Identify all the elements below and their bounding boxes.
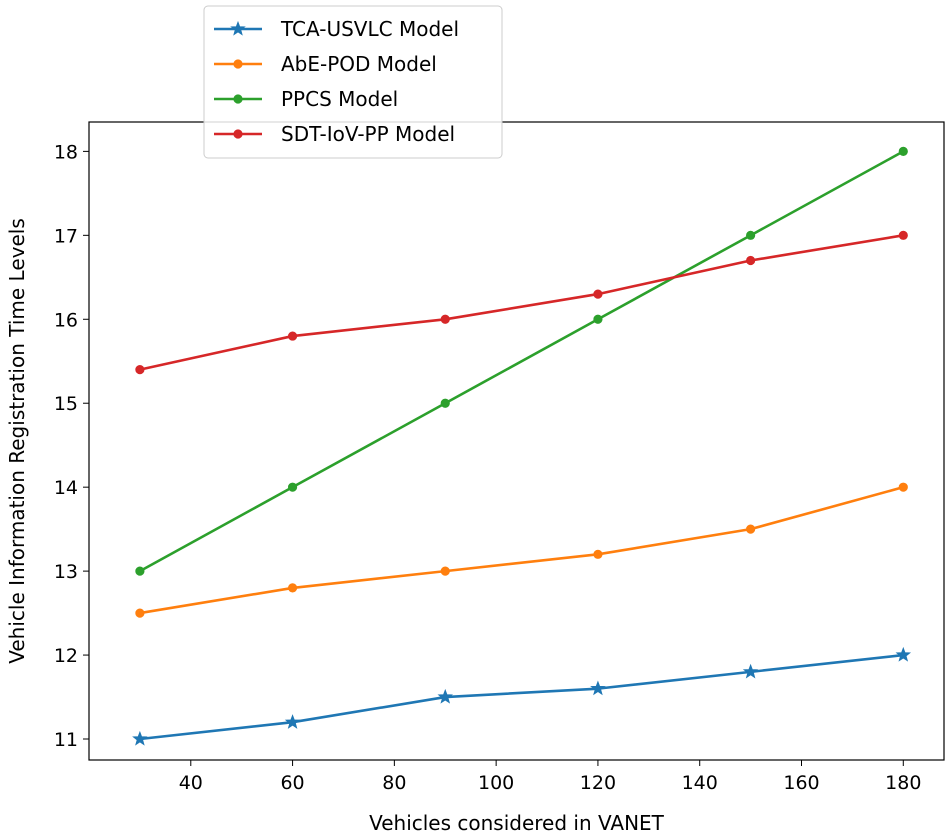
legend-swatch-marker: [230, 20, 246, 36]
data-point: [287, 331, 298, 341]
legend: TCA-USVLC Model AbE-POD Model PPCS Model SD…: [203, 5, 503, 159]
legend-swatch-marker: [233, 129, 243, 139]
data-point: [440, 566, 450, 576]
data-point: [746, 230, 756, 240]
data-point: [437, 688, 453, 704]
legend-label: TCA-USVLC Model: [280, 17, 459, 41]
x-tick-label: 160: [783, 772, 819, 794]
data-point: [746, 524, 756, 534]
legend-swatch-marker: [233, 59, 243, 69]
data-point: [742, 663, 759, 679]
data-point: [593, 549, 603, 559]
x-tick-label: 80: [382, 772, 406, 794]
x-tick-label: 100: [478, 772, 514, 794]
series-tca-usvlc-model: [132, 646, 912, 746]
series-sdt-iov-pp-model: [135, 230, 908, 375]
y-tick-label: 17: [54, 225, 78, 247]
data-point: [593, 289, 603, 299]
y-tick-label: 15: [54, 393, 78, 415]
data-point: [135, 608, 145, 618]
data-point: [132, 730, 148, 746]
data-point: [287, 583, 298, 593]
data-point: [898, 230, 908, 240]
data-point: [590, 680, 606, 696]
data-point: [440, 314, 450, 324]
legend-swatch-marker: [233, 94, 243, 104]
data-point: [287, 482, 298, 492]
x-axis-label: Vehicles considered in VANET: [369, 811, 665, 835]
legend-box: [203, 5, 503, 159]
data-point: [746, 255, 756, 266]
series-line: [138, 234, 905, 371]
x-tick-label: 140: [682, 772, 718, 794]
legend-label: AbE-POD Model: [281, 52, 437, 76]
plot-area: [89, 122, 944, 760]
legend-label: SDT-IoV-PP Model: [281, 122, 455, 146]
series-line: [138, 150, 905, 573]
plot-frame: [88, 121, 945, 761]
x-tick-label: 120: [580, 772, 616, 794]
x-tick-label: 40: [179, 772, 203, 794]
y-tick-label: 16: [54, 309, 78, 331]
data-point: [593, 314, 603, 324]
legend-label: PPCS Model: [281, 87, 398, 111]
axes-layer: 40 60 80 100 120 140 160 180 11 12 13 14 15 16 17 18: [54, 141, 922, 794]
data-point: [895, 646, 912, 662]
y-tick-label: 13: [54, 561, 78, 583]
series-line: [138, 485, 905, 615]
data-point: [135, 365, 145, 375]
data-point: [898, 482, 908, 492]
series-layer: [132, 146, 912, 746]
data-point: [135, 566, 145, 576]
data-point: [898, 146, 908, 156]
data-point: [284, 714, 301, 729]
y-tick-label: 11: [54, 729, 78, 751]
x-tick-label: 60: [280, 772, 304, 794]
series-ppcs-model: [135, 146, 908, 576]
y-tick-label: 14: [54, 477, 78, 499]
series-abe-pod-model: [135, 482, 908, 618]
series-line: [138, 653, 905, 741]
x-tick-label: 180: [885, 772, 921, 794]
data-point: [440, 398, 450, 408]
y-tick-label: 18: [54, 141, 78, 163]
y-tick-label: 12: [54, 645, 78, 667]
y-axis-label: Vehicle Information Registration Time Le…: [5, 218, 29, 664]
